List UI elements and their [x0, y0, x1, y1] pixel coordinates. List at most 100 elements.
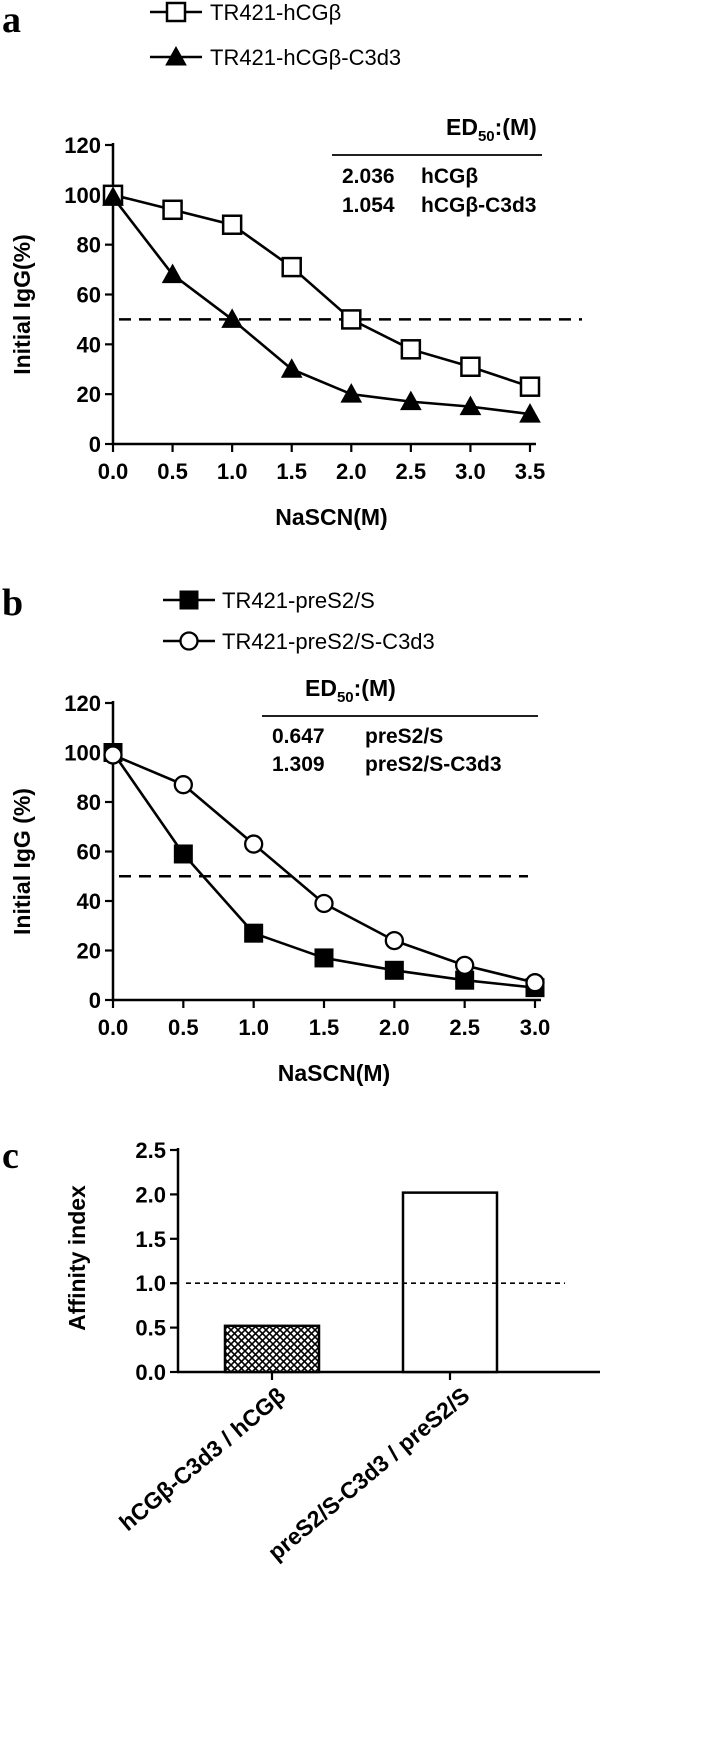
ed50-title: ED50:(M) [305, 675, 396, 706]
data-point-series-1 [341, 309, 362, 330]
legend-label-2: TR421-hCGβ-C3d3 [210, 45, 401, 70]
ed50-value: 2.036 [342, 165, 395, 188]
y-tick-label: 1.0 [135, 1271, 166, 1296]
y-tick-label: 120 [64, 133, 101, 158]
legend-label-1: TR421-hCGβ [210, 0, 341, 25]
data-point-series-1 [460, 356, 481, 378]
ed50-value: 1.309 [272, 753, 325, 776]
y-tick-label: 60 [77, 283, 101, 308]
ed50-value: 1.054 [342, 194, 395, 217]
y-axis-title: Affinity index [64, 1185, 90, 1331]
data-point-series-2 [519, 403, 541, 423]
ed50-label: hCGβ [421, 165, 478, 188]
x-tick-label: 2.5 [396, 459, 427, 484]
x-tick-label: 2.0 [336, 459, 367, 484]
legend-marker-1 [179, 590, 199, 610]
x-axis-title: NaSCN(M) [278, 1060, 390, 1086]
legend-b: TR421-preS2/S TR421-preS2/S-C3d3 [163, 588, 435, 654]
x-tick-label: 2.5 [449, 1015, 480, 1040]
y-tick-label: 60 [77, 840, 101, 865]
y-tick-label: 1.5 [135, 1227, 166, 1252]
data-point-series-2 [173, 775, 193, 795]
data-point-series-1 [162, 199, 183, 221]
data-point-series-2 [459, 395, 482, 416]
y-tick-label: 0 [89, 432, 101, 457]
legend-marker-1 [165, 1, 187, 23]
y-tick-label: 100 [64, 741, 101, 766]
x-tick-label: 3.5 [515, 459, 546, 484]
x-tick-label: 1.0 [238, 1015, 269, 1040]
y-tick-label: 0 [89, 988, 101, 1013]
legend-marker-2 [165, 45, 187, 66]
data-point-series-1 [314, 948, 334, 968]
ed50-title: ED50:(M) [446, 114, 537, 145]
category-label-2: preS2/S-C3d3 / preS2/S [263, 1382, 475, 1565]
ed50-box-a: ED50:(M) 2.036 hCGβ 1.054 hCGβ-C3d3 [332, 114, 542, 217]
ed50-label: preS2/S-C3d3 [365, 753, 502, 776]
y-tick-label: 40 [77, 332, 101, 357]
x-tick-label: 3.0 [455, 459, 486, 484]
category-label-1: hCGβ-C3d3 / hCGβ [114, 1382, 290, 1536]
y-axis-title: Initial IgG(%) [9, 234, 35, 375]
y-tick-label: 80 [77, 790, 101, 815]
y-tick-label: 20 [77, 382, 101, 407]
plot-a: 0 20 40 60 80 100 120 0.0 0.5 1.0 1.5 2.0 2.5 3.0 3.5 N… [9, 133, 582, 530]
data-point-series-2 [455, 955, 475, 975]
x-tick-label: 1.5 [276, 459, 307, 484]
panel-b: b TR421-preS2/S TR421-preS2/S-C3d3 0 20 40 6… [2, 582, 550, 1086]
panel-c: c 0.0 0.5 1.0 1.5 2.0 2.5 Affinity index hCGβ-C… [2, 1135, 600, 1565]
ed50-value: 0.647 [272, 725, 325, 748]
data-point-series-1 [244, 923, 264, 943]
legend-label-1: TR421-preS2/S [222, 588, 375, 613]
x-tick-label: 3.0 [520, 1015, 551, 1040]
x-tick-label: 0.0 [98, 459, 129, 484]
data-point-series-2 [161, 263, 184, 284]
x-tick-label: 0.0 [98, 1015, 129, 1040]
legend-marker-2 [179, 631, 199, 651]
data-point-series-2 [244, 834, 264, 854]
plot-b: 0 20 40 60 80 100 120 0.0 0.5 1.0 1.5 2.0 2.5 3.0 NaSC… [9, 691, 550, 1086]
legend-a: TR421-hCGβ TR421-hCGβ-C3d3 [150, 0, 401, 70]
y-tick-label: 40 [77, 889, 101, 914]
panel-a: a TR421-hCGβ TR421-hCGβ-C3d3 0 20 40 60 80 100… [2, 0, 582, 530]
data-point-series-2 [340, 383, 363, 403]
plot-c: 0.0 0.5 1.0 1.5 2.0 2.5 Affinity index hCGβ-C3d… [64, 1138, 600, 1565]
bar-1 [223, 1324, 321, 1374]
data-point-series-1 [173, 844, 193, 864]
y-tick-label: 0.0 [135, 1360, 166, 1385]
y-axis-title: Initial IgG (%) [9, 788, 35, 935]
panel-letter-a: a [2, 0, 21, 41]
data-point-series-2 [525, 973, 545, 993]
bar-2 [401, 1191, 499, 1374]
ed50-label: preS2/S [365, 725, 443, 748]
data-point-series-2 [384, 930, 404, 951]
y-tick-label: 2.0 [135, 1182, 166, 1207]
x-tick-label: 0.5 [168, 1015, 199, 1040]
data-point-series-1 [400, 339, 422, 360]
data-point-series-1 [221, 214, 243, 235]
data-point-series-1 [281, 256, 302, 278]
data-point-series-2 [314, 893, 334, 914]
x-tick-label: 1.0 [217, 459, 248, 484]
y-tick-label: 0.5 [135, 1316, 166, 1341]
y-tick-label: 100 [64, 183, 101, 208]
ed50-label: hCGβ-C3d3 [421, 194, 537, 217]
x-tick-label: 0.5 [157, 459, 188, 484]
y-tick-label: 2.5 [135, 1138, 166, 1163]
data-point-series-2 [400, 390, 422, 411]
y-tick-label: 80 [77, 233, 101, 258]
data-point-series-2 [280, 358, 303, 378]
y-tick-label: 20 [77, 939, 101, 964]
x-axis-title: NaSCN(M) [275, 504, 387, 530]
panel-letter-b: b [2, 582, 23, 624]
y-tick-label: 120 [64, 691, 101, 716]
data-point-series-2 [221, 308, 243, 328]
data-point-series-1 [519, 376, 541, 397]
x-tick-label: 1.5 [309, 1015, 340, 1040]
data-point-series-2 [103, 745, 123, 765]
x-tick-label: 2.0 [379, 1015, 410, 1040]
legend-label-2: TR421-preS2/S-C3d3 [222, 629, 435, 654]
ed50-box-b: ED50:(M) 0.647 preS2/S 1.309 preS2/S-C3d3 [262, 675, 538, 776]
data-point-series-2 [102, 186, 124, 206]
